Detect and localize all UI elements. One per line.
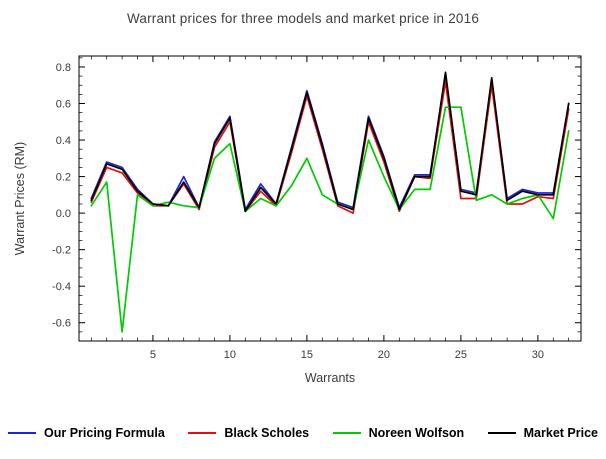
legend-item-noreen-wolfson: Noreen Wolfson [332, 426, 465, 440]
legend-item-market-price: Market Price [487, 426, 598, 440]
line-swatch-icon [8, 432, 36, 434]
legend-label: Black Scholes [224, 426, 310, 440]
legend-label: Market Price [523, 426, 598, 440]
x-tick-label: 30 [532, 349, 544, 361]
series-market-price [90, 71, 570, 213]
series-our-pricing-formula [90, 75, 570, 211]
plot-frame [78, 55, 582, 342]
line-swatch-icon [188, 432, 217, 434]
y-tick-label: 0.0 [56, 208, 71, 220]
legend-item-black-scholes: Black Scholes [188, 426, 309, 440]
y-tick-label: -0.4 [52, 281, 71, 293]
y-tick-label: 0.6 [56, 99, 71, 111]
x-tick-label: 25 [455, 349, 467, 361]
legend-label: Noreen Wolfson [368, 426, 465, 440]
y-tick-label: 0.8 [56, 62, 71, 74]
legend-item-our-pricing-formula: Our Pricing Formula [8, 426, 165, 440]
x-tick-label: 15 [301, 349, 313, 361]
x-axis-label: Warrants [305, 371, 355, 385]
y-axis-label: Warrant Prices (RM) [13, 142, 27, 255]
y-tick-label: 0.4 [56, 135, 71, 147]
series-black-scholes [90, 80, 570, 214]
legend: Our Pricing Formula Black Scholes Noreen… [0, 426, 606, 440]
line-swatch-icon [332, 432, 361, 434]
y-tick-label: 0.2 [56, 172, 71, 184]
y-tick-label: -0.2 [52, 245, 71, 257]
chart-title: Warrant prices for three models and mark… [126, 11, 480, 26]
x-tick-label: 10 [224, 349, 236, 361]
series-noreen-wolfson [90, 106, 570, 333]
plot-area: 5 10 15 20 25 30 -0.6 -0.4 -0.2 0.0 0.2 0.4 0.6 0.8 Wa… [13, 55, 582, 385]
legend-label: Our Pricing Formula [44, 426, 165, 440]
y-tick-label: -0.6 [52, 318, 71, 330]
x-tick-label: 20 [378, 349, 390, 361]
line-swatch-icon [487, 432, 516, 434]
x-tick-label: 5 [150, 349, 156, 361]
